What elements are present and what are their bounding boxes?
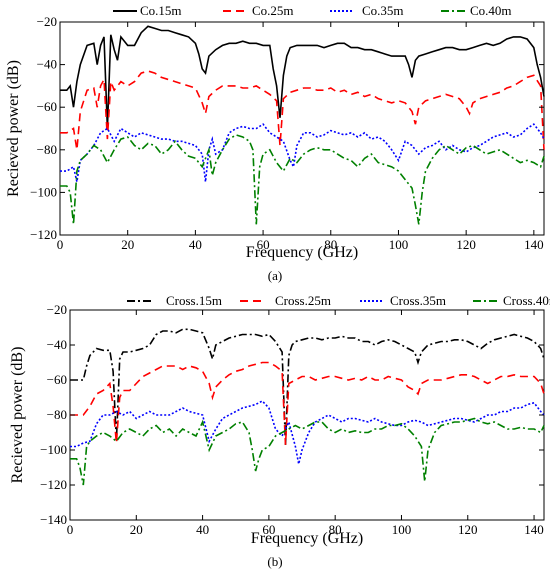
x-axis-label: Frequency (GHz) <box>251 530 363 547</box>
y-tick-label: −60 <box>47 372 67 387</box>
x-tick-label: 120 <box>458 522 478 537</box>
legend-label: Co.40m <box>470 3 512 18</box>
y-tick-label: −20 <box>37 14 57 29</box>
x-axis-label: Frequency (GHz) <box>246 244 358 261</box>
series-line-co-15m <box>60 25 545 129</box>
plot-area-frame <box>69 309 545 521</box>
panel-caption: (b) <box>267 554 282 569</box>
panel-b-chart: 0 20 40 60 80 100 120 140 −140 −120 −100 −80 −60 −40 −… <box>9 293 550 569</box>
legend-label: Co.35m <box>362 3 404 18</box>
x-tick-label: 140 <box>524 237 544 252</box>
y-axis-label: Recieved power (dB) <box>5 60 22 197</box>
x-tick-label: 100 <box>389 237 409 252</box>
x-tick-label: 100 <box>392 522 412 537</box>
series-line-co-35m <box>60 123 545 182</box>
y-tick-label: −20 <box>47 302 67 317</box>
x-tick-label: 40 <box>189 237 202 252</box>
x-tick-label: 80 <box>324 237 337 252</box>
y-tick-label: −80 <box>47 407 67 422</box>
x-tick-label: 20 <box>130 522 143 537</box>
y-tick-label: −80 <box>37 142 57 157</box>
series-line-cross-35m <box>70 400 545 465</box>
y-tick-label: −40 <box>37 57 57 72</box>
series-line-co-40m <box>60 134 545 225</box>
y-axis-label: Recieved power (dB) <box>9 347 26 484</box>
legend-label: Co.15m <box>140 3 182 18</box>
x-tick-label: 20 <box>121 237 134 252</box>
x-tick-label: 60 <box>257 237 270 252</box>
y-tick-label: −120 <box>40 477 67 492</box>
x-tick-label: 140 <box>524 522 544 537</box>
series-line-cross-15m <box>70 328 545 445</box>
legend-label: Co.25m <box>252 3 294 18</box>
y-tick-label: −140 <box>40 512 67 527</box>
y-tick-label: −60 <box>37 99 57 114</box>
plot-area-frame <box>59 21 545 236</box>
panel-a-chart: 0 20 40 60 80 100 120 140 −120 −100 −80 −60 −40 −20 Fr… <box>5 3 545 283</box>
x-tick-label: 80 <box>329 522 342 537</box>
panel-caption: (a) <box>268 268 282 283</box>
y-tick-label: −100 <box>40 442 67 457</box>
y-tick-label: −120 <box>30 227 57 242</box>
x-tick-label: 0 <box>67 522 74 537</box>
series-line-cross-40m <box>70 417 545 486</box>
series-line-cross-25m <box>70 361 545 445</box>
x-tick-label: 60 <box>262 522 275 537</box>
y-tick-label: −40 <box>47 337 67 352</box>
series-line-co-25m <box>60 70 545 150</box>
x-tick-label: 0 <box>57 237 64 252</box>
legend-label: Cross.35m <box>390 293 446 308</box>
legend-label: Cross.25m <box>275 293 331 308</box>
legend-label: Cross.15m <box>166 293 222 308</box>
x-tick-label: 40 <box>196 522 209 537</box>
y-tick-label: −100 <box>30 184 57 199</box>
legend-label: Cross.40m <box>503 293 550 308</box>
x-tick-label: 120 <box>456 237 476 252</box>
